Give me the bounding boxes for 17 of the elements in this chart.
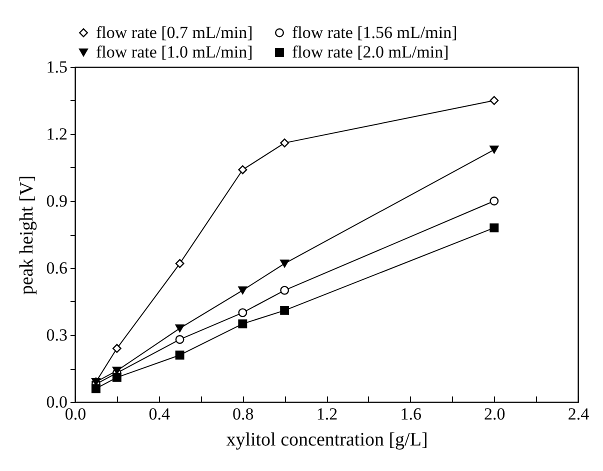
y-tick-label: 1.5 xyxy=(46,58,68,76)
x-tick-label: 2.4 xyxy=(568,404,590,424)
x-axis-title: xylitol concentration [g/L] xyxy=(226,430,428,450)
y-tick-label: 0.3 xyxy=(46,326,68,344)
y-tick-label: 0.9 xyxy=(46,192,68,210)
legend-label: flow rate [2.0 mL/min] xyxy=(292,42,449,62)
y-axis-title: peak height [V] xyxy=(16,175,38,295)
legend-label: flow rate [0.7 mL/min] xyxy=(96,22,253,42)
legend-label: flow rate [1.56 mL/min] xyxy=(292,22,458,42)
x-tick-label: 1.6 xyxy=(400,404,422,424)
x-tick-label: 0.4 xyxy=(148,404,170,424)
y-tick-label: 0.6 xyxy=(46,258,68,278)
x-tick-label: 0.8 xyxy=(232,404,254,424)
x-tick-label: 2.0 xyxy=(484,404,506,424)
y-tick-label: 1.2 xyxy=(46,124,68,144)
legend-label: flow rate [1.0 mL/min] xyxy=(96,42,253,62)
x-tick-label: 1.2 xyxy=(316,404,338,424)
